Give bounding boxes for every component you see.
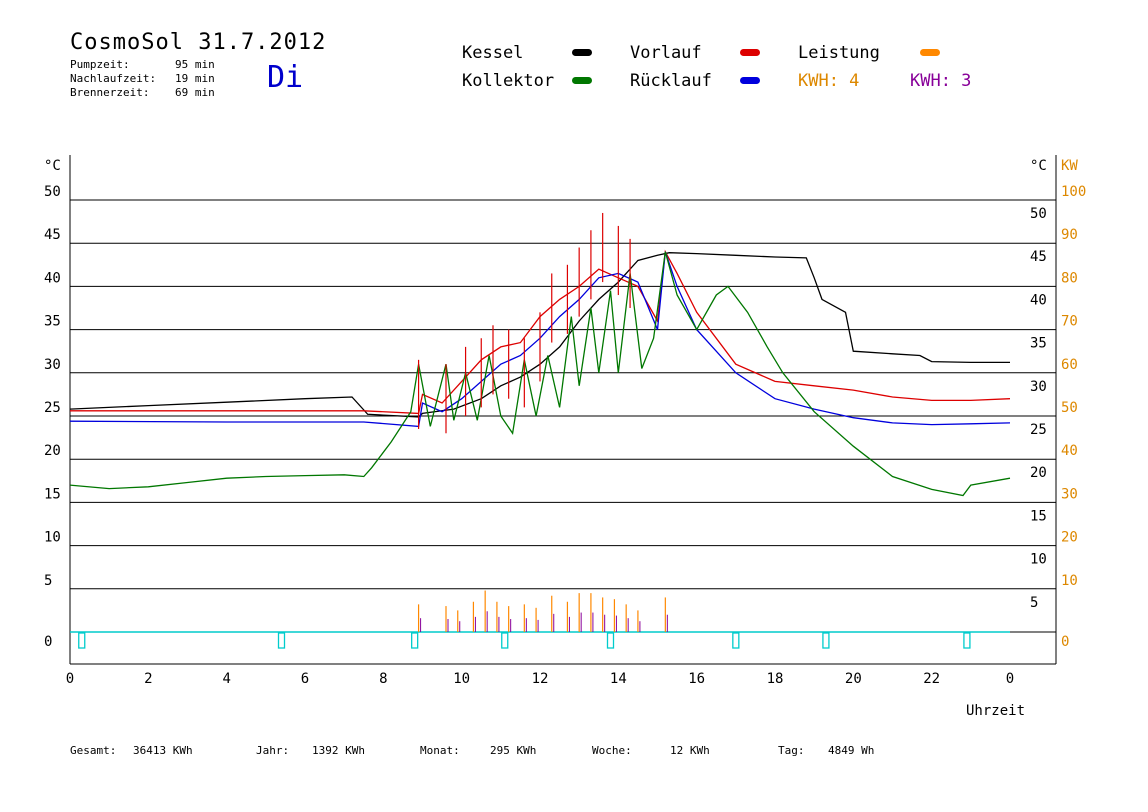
series-vorlauf bbox=[70, 249, 1011, 415]
x-tick-6: 12 bbox=[532, 671, 549, 687]
pump-marker-3 bbox=[501, 632, 509, 649]
legend-kwh-orange: KWH: 4 bbox=[798, 71, 860, 91]
y-tick-left-35: 35 bbox=[44, 314, 61, 330]
x-tick-12: 0 bbox=[1006, 671, 1014, 687]
pump-marker-4 bbox=[606, 632, 615, 649]
stat-value-nachlaufzeit: 19 min bbox=[175, 72, 215, 85]
x-tick-1: 2 bbox=[144, 671, 152, 687]
y-tick-left-25: 25 bbox=[44, 400, 61, 416]
y-tick-right-kw-50: 50 bbox=[1061, 400, 1078, 416]
legend-vorlauf-swatch bbox=[740, 49, 760, 56]
legend-kessel-swatch bbox=[572, 49, 592, 56]
y-tick-right-kw-40: 40 bbox=[1061, 443, 1078, 459]
pump-marker-1 bbox=[277, 632, 286, 649]
y-tick-right-c-50: 50 bbox=[1030, 206, 1047, 222]
y-tick-right-kw-10: 10 bbox=[1061, 573, 1078, 589]
y-tick-left-15: 15 bbox=[44, 486, 61, 502]
y-tick-left-40: 40 bbox=[44, 270, 61, 286]
x-tick-4: 8 bbox=[379, 671, 387, 687]
y-tick-right-kw-70: 70 bbox=[1061, 314, 1078, 330]
footer-gesamt-label: Gesamt: bbox=[70, 744, 117, 757]
x-axis-label: Uhrzeit bbox=[966, 703, 1025, 719]
y-tick-right-c-10: 10 bbox=[1030, 552, 1047, 568]
y-tick-right-c-35: 35 bbox=[1030, 336, 1047, 352]
x-tick-5: 10 bbox=[453, 671, 470, 687]
y-tick-right-kw-30: 30 bbox=[1061, 486, 1078, 502]
legend-ruecklauf-swatch bbox=[740, 77, 760, 84]
y-tick-right-kw-80: 80 bbox=[1061, 270, 1078, 286]
series-kollektor bbox=[69, 251, 1011, 497]
legend-vorlauf: Vorlauf bbox=[630, 43, 702, 63]
x-tick-9: 18 bbox=[767, 671, 784, 687]
y-tick-left-10: 10 bbox=[44, 530, 61, 546]
y-tick-right-kw-20: 20 bbox=[1061, 530, 1078, 546]
x-tick-10: 20 bbox=[845, 671, 862, 687]
legend-ruecklauf: Rücklauf bbox=[630, 71, 712, 91]
y-axis-label-right-c: °C bbox=[1030, 158, 1047, 174]
pump-marker-5 bbox=[732, 632, 740, 649]
legend-kessel: Kessel bbox=[462, 43, 524, 63]
pump-marker-2 bbox=[411, 632, 419, 649]
y-tick-right-c-15: 15 bbox=[1030, 508, 1047, 524]
x-tick-0: 0 bbox=[66, 671, 74, 687]
y-tick-right-kw-90: 90 bbox=[1061, 227, 1078, 243]
footer-jahr-label: Jahr: bbox=[256, 744, 290, 757]
legend-leistung: Leistung bbox=[798, 43, 880, 63]
pump-marker-7 bbox=[963, 632, 971, 649]
footer-monat-label: Monat: bbox=[420, 744, 460, 757]
pump-marker-6 bbox=[822, 632, 830, 649]
stat-label-pumpzeit: Pumpzeit: bbox=[70, 58, 130, 71]
y-axis-label-right-kw: KW bbox=[1061, 158, 1078, 174]
y-tick-left-0: 0 bbox=[44, 634, 52, 650]
y-tick-left-20: 20 bbox=[44, 443, 61, 459]
footer-woche-value: 12 KWh bbox=[670, 744, 710, 757]
stat-label-brennerzeit: Brennerzeit: bbox=[70, 86, 150, 99]
x-tick-7: 14 bbox=[610, 671, 627, 687]
y-tick-right-c-20: 20 bbox=[1030, 465, 1047, 481]
y-tick-right-c-30: 30 bbox=[1030, 379, 1047, 395]
x-tick-8: 16 bbox=[688, 671, 705, 687]
y-tick-right-c-45: 45 bbox=[1030, 249, 1047, 265]
stat-label-nachlaufzeit: Nachlaufzeit: bbox=[70, 72, 157, 85]
footer-woche-label: Woche: bbox=[592, 744, 632, 757]
footer-monat-value: 295 KWh bbox=[490, 744, 537, 757]
footer-gesamt-value: 36413 KWh bbox=[133, 744, 193, 757]
y-tick-right-c-40: 40 bbox=[1030, 292, 1047, 308]
footer-tag-value: 4849 Wh bbox=[828, 744, 875, 757]
x-tick-3: 6 bbox=[301, 671, 309, 687]
weekday-label: Di bbox=[267, 60, 304, 95]
legend-kollektor: Kollektor bbox=[462, 71, 555, 91]
y-axis-label-left: °C bbox=[44, 158, 61, 174]
y-tick-left-5: 5 bbox=[44, 573, 52, 589]
y-tick-left-30: 30 bbox=[44, 357, 61, 373]
stat-value-pumpzeit: 95 min bbox=[175, 58, 215, 71]
y-tick-left-50: 50 bbox=[44, 184, 61, 200]
legend-kwh-purple: KWH: 3 bbox=[910, 71, 972, 91]
y-tick-right-c-5: 5 bbox=[1030, 595, 1038, 611]
footer-jahr-value: 1392 KWh bbox=[312, 744, 365, 757]
footer-tag-label: Tag: bbox=[778, 744, 805, 757]
legend-kollektor-swatch bbox=[572, 77, 592, 84]
x-tick-2: 4 bbox=[222, 671, 230, 687]
y-tick-left-45: 45 bbox=[44, 227, 61, 243]
series-r-cklauf bbox=[69, 251, 1011, 428]
pump-marker-0 bbox=[78, 632, 86, 649]
y-tick-right-kw-100: 100 bbox=[1061, 184, 1086, 200]
stat-value-brennerzeit: 69 min bbox=[175, 86, 215, 99]
chart-title: CosmoSol 31.7.2012 bbox=[70, 30, 327, 55]
y-tick-right-kw-0: 0 bbox=[1061, 634, 1069, 650]
y-tick-right-c-25: 25 bbox=[1030, 422, 1047, 438]
x-tick-11: 22 bbox=[923, 671, 940, 687]
legend-leistung-swatch bbox=[920, 49, 940, 56]
y-tick-right-kw-60: 60 bbox=[1061, 357, 1078, 373]
